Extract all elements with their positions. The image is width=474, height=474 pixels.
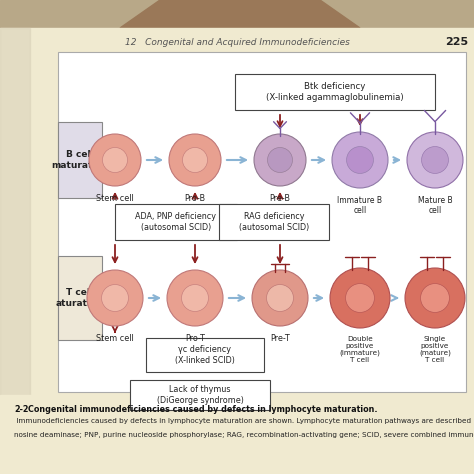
Bar — [0, 395, 474, 474]
Circle shape — [182, 147, 208, 173]
Text: Congenital immunodeficiencies caused by defects in lymphocyte maturation.: Congenital immunodeficiencies caused by … — [28, 405, 377, 414]
Circle shape — [182, 284, 209, 311]
Bar — [115, 204, 237, 240]
Circle shape — [101, 284, 128, 311]
Text: T cell
aturation: T cell aturation — [56, 288, 104, 308]
Circle shape — [332, 132, 388, 188]
Circle shape — [420, 283, 449, 312]
Text: Stem cell: Stem cell — [96, 334, 134, 343]
Circle shape — [405, 268, 465, 328]
Text: 2-2: 2-2 — [14, 405, 28, 414]
Text: Double
positive
(immature)
T cell: Double positive (immature) T cell — [339, 336, 381, 364]
Text: Pro-T: Pro-T — [185, 334, 205, 343]
Bar — [58, 122, 102, 198]
Circle shape — [167, 270, 223, 326]
Bar — [0, 0, 474, 30]
Bar — [58, 256, 102, 340]
Bar — [130, 380, 270, 410]
Text: Pre-B: Pre-B — [270, 194, 291, 203]
Text: RAG deficiency
(autosomal SCID): RAG deficiency (autosomal SCID) — [239, 212, 309, 232]
Circle shape — [252, 270, 308, 326]
Text: 225: 225 — [445, 37, 468, 47]
Bar — [235, 74, 435, 110]
Text: Pro-B: Pro-B — [184, 194, 206, 203]
Circle shape — [330, 268, 390, 328]
Text: Single
positive
(mature)
T cell: Single positive (mature) T cell — [419, 336, 451, 364]
Text: ADA, PNP deficiency
(autosomal SCID): ADA, PNP deficiency (autosomal SCID) — [136, 212, 217, 232]
Text: B cell
maturation: B cell maturation — [52, 150, 109, 170]
Bar — [58, 52, 466, 392]
Circle shape — [169, 134, 221, 186]
Text: Mature B
cell: Mature B cell — [418, 196, 452, 215]
Circle shape — [87, 270, 143, 326]
Bar — [0, 28, 30, 474]
Text: 12   Congenital and Acquired Immunodeficiencies: 12 Congenital and Acquired Immunodeficie… — [125, 37, 349, 46]
Text: Lack of thymus
(DiGeorge syndrome): Lack of thymus (DiGeorge syndrome) — [156, 385, 244, 405]
Text: Pre-T: Pre-T — [270, 334, 290, 343]
Circle shape — [266, 284, 293, 311]
Circle shape — [254, 134, 306, 186]
Text: Immunodeficiencies caused by defects in lymphocyte maturation are shown. Lymphoc: Immunodeficiencies caused by defects in … — [14, 418, 474, 424]
Text: Btk deficiency
(X-linked agammaglobulinemia): Btk deficiency (X-linked agammaglobuline… — [266, 82, 404, 102]
Circle shape — [407, 132, 463, 188]
Bar — [219, 204, 329, 240]
Circle shape — [102, 147, 128, 173]
Circle shape — [89, 134, 141, 186]
Text: nosine deaminase; PNP, purine nucleoside phosphorylase; RAG, recombination-activ: nosine deaminase; PNP, purine nucleoside… — [14, 432, 474, 438]
Bar — [146, 338, 264, 372]
Circle shape — [346, 146, 374, 173]
Polygon shape — [120, 0, 360, 28]
Circle shape — [421, 146, 448, 173]
Text: Immature B
cell: Immature B cell — [337, 196, 383, 215]
Text: Stem cell: Stem cell — [96, 194, 134, 203]
Text: γc deficiency
(X-linked SCID): γc deficiency (X-linked SCID) — [175, 345, 235, 365]
Circle shape — [346, 283, 374, 312]
Circle shape — [267, 147, 292, 173]
